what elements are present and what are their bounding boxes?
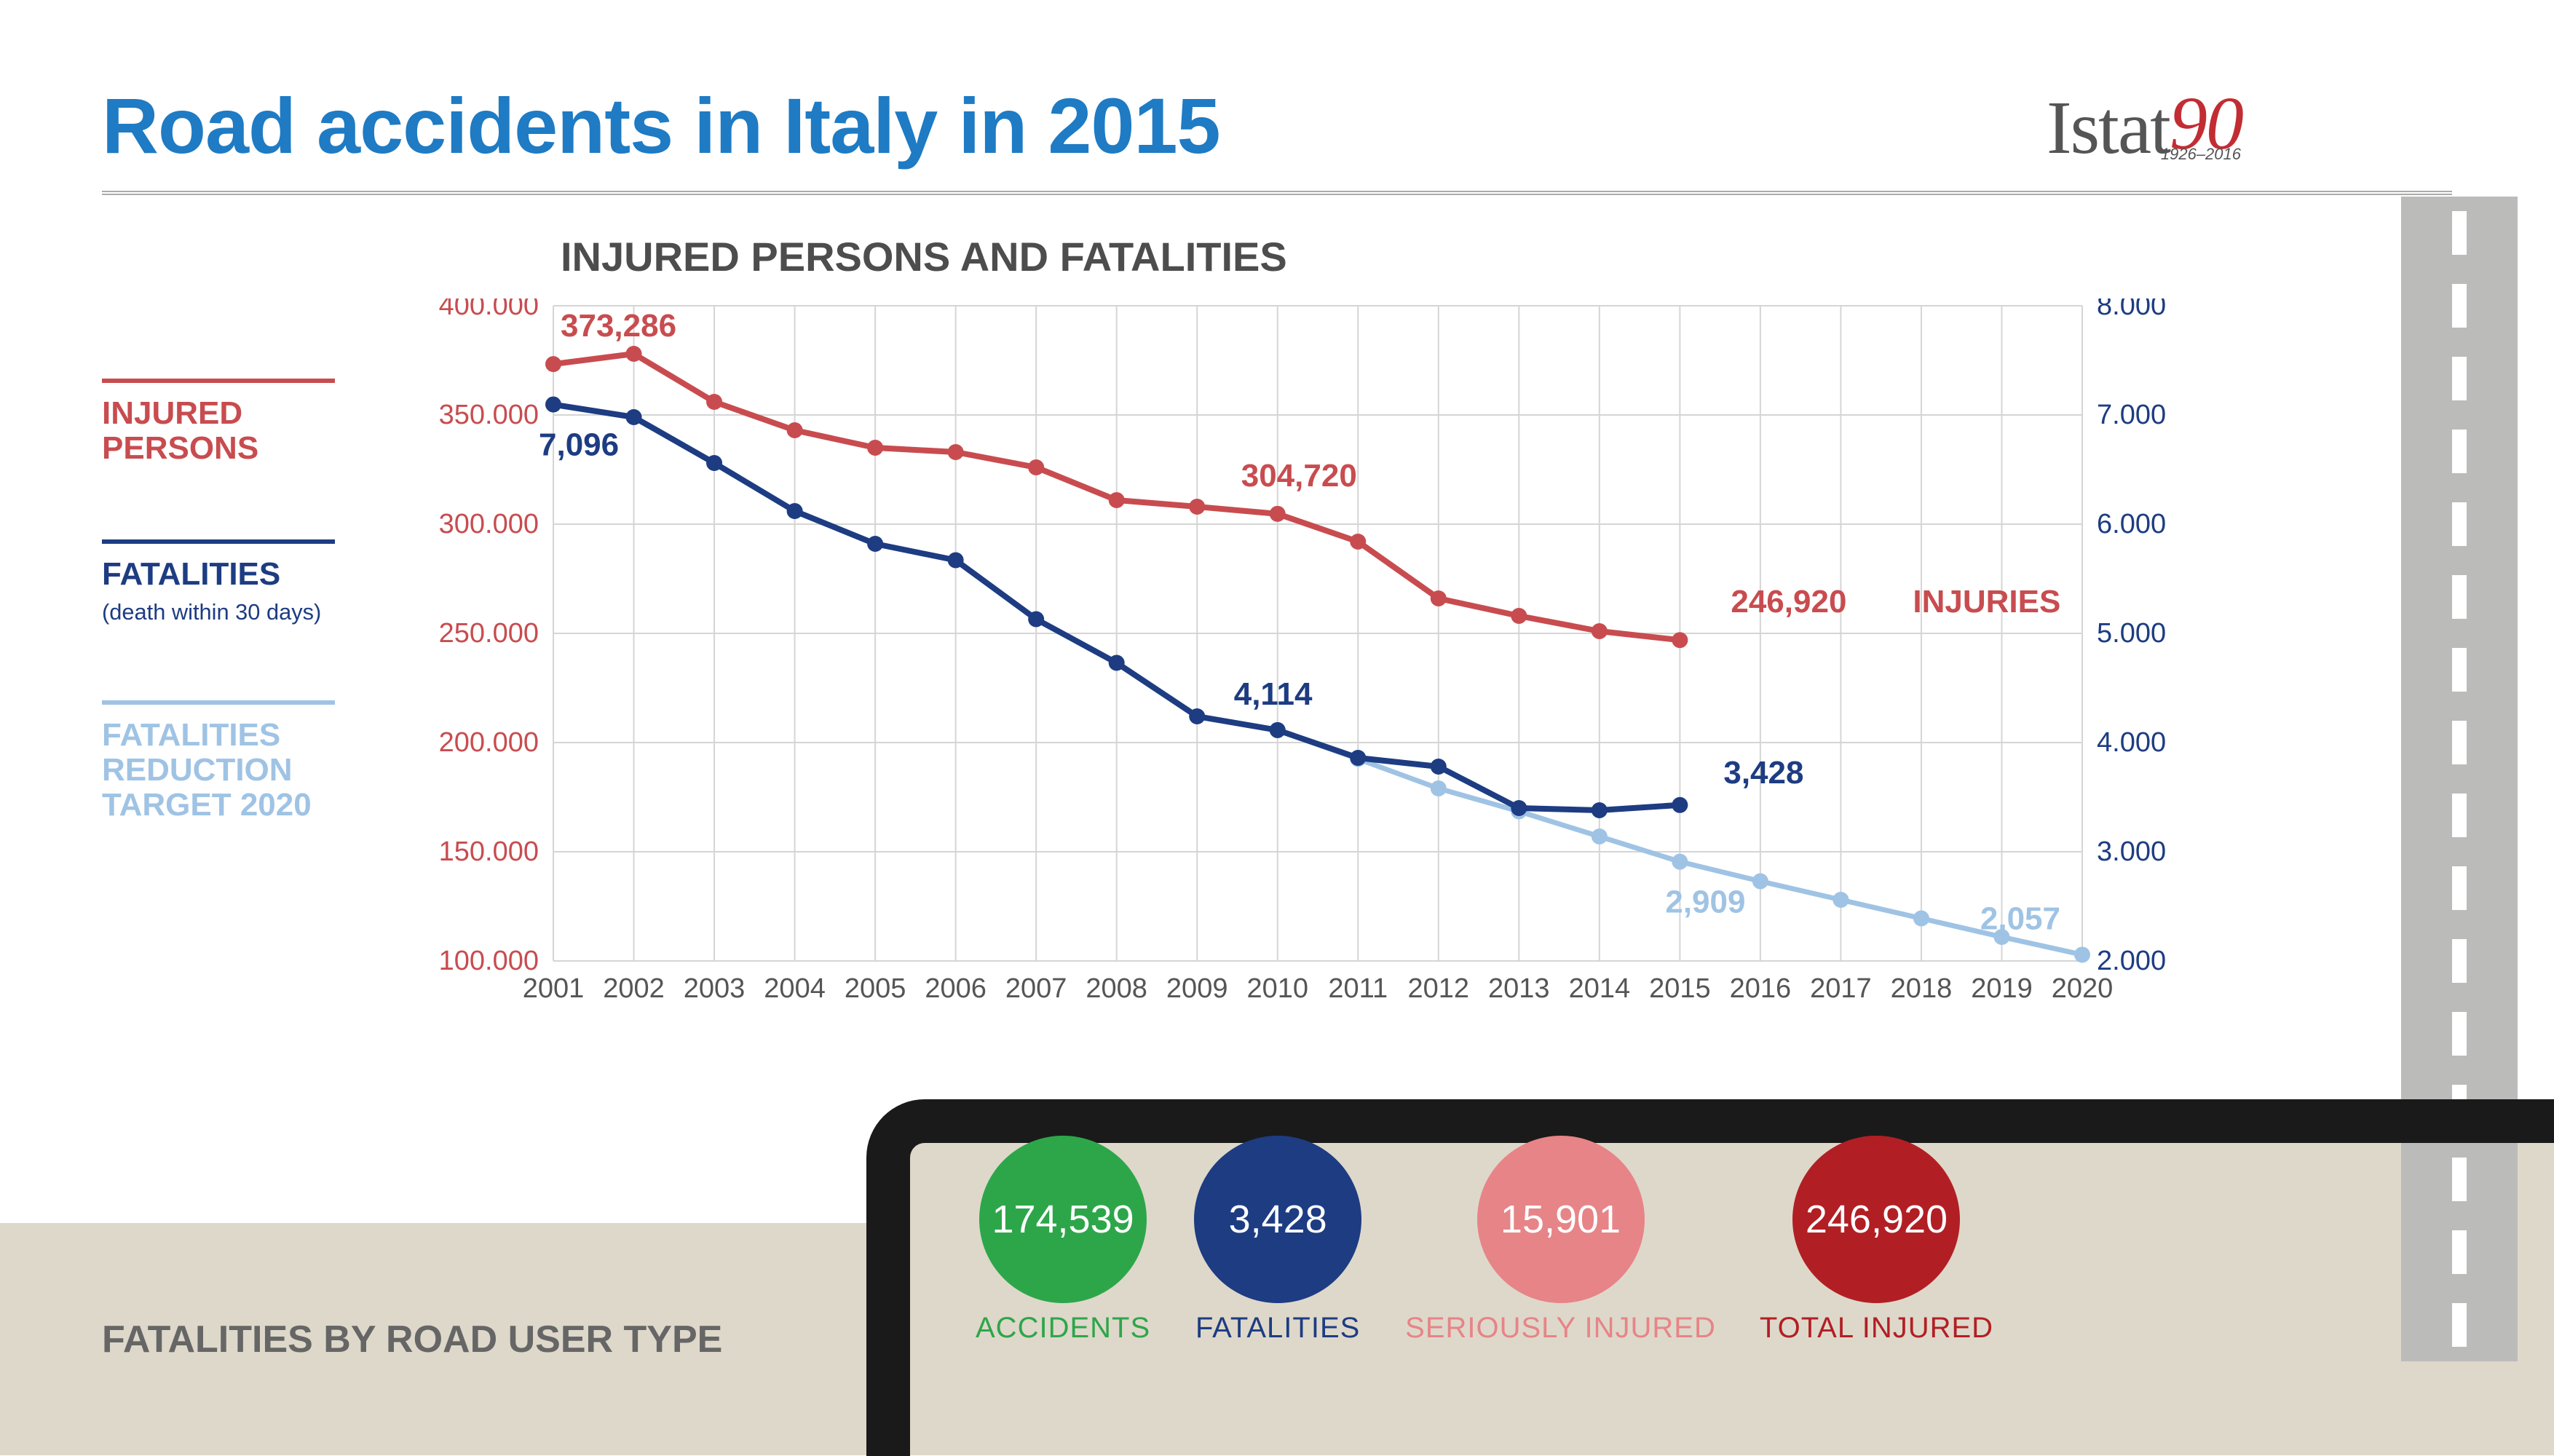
legend-swatch [102, 379, 335, 383]
logo-sub: 1926–2016 [2161, 145, 2241, 164]
svg-text:2008: 2008 [1086, 973, 1147, 1004]
svg-text:2007: 2007 [1005, 973, 1067, 1004]
svg-text:4,114: 4,114 [1234, 676, 1313, 712]
svg-text:2017: 2017 [1810, 973, 1872, 1004]
stats-row: 174,539 ACCIDENTS 3,428 FATALITIES 15,901 SER… [976, 1136, 2548, 1345]
title-row: Road accidents in Italy in 2015 Istat90 … [102, 80, 2454, 171]
svg-text:400.000: 400.000 [439, 298, 539, 321]
svg-text:100.000: 100.000 [439, 946, 539, 976]
logo-text: Istat [2047, 86, 2170, 170]
stat-item: 174,539 ACCIDENTS [976, 1136, 1150, 1345]
svg-text:304,720: 304,720 [1241, 458, 1357, 494]
svg-text:2002: 2002 [603, 973, 665, 1004]
svg-text:3,428: 3,428 [1723, 755, 1803, 791]
svg-text:350.000: 350.000 [439, 400, 539, 430]
svg-text:300.000: 300.000 [439, 509, 539, 539]
svg-text:6.000: 6.000 [2097, 509, 2166, 539]
svg-text:200.000: 200.000 [439, 727, 539, 758]
svg-text:150.000: 150.000 [439, 836, 539, 867]
legend-swatch [102, 539, 335, 544]
svg-text:7,096: 7,096 [539, 427, 619, 463]
svg-text:3.000: 3.000 [2097, 836, 2166, 867]
svg-text:4.000: 4.000 [2097, 727, 2166, 758]
stat-circle: 246,920 [1792, 1136, 1960, 1303]
svg-text:250.000: 250.000 [439, 618, 539, 649]
legend-item: INJUREDPERSONS [102, 396, 357, 467]
stat-label: ACCIDENTS [976, 1312, 1150, 1345]
svg-text:5.000: 5.000 [2097, 618, 2166, 649]
svg-text:246,920: 246,920 [1731, 584, 1846, 620]
line-chart: 100.000 2.000 150.000 3.000 200.000 4.000 250.… [408, 298, 2228, 1041]
svg-text:2,057: 2,057 [1980, 901, 2060, 936]
page-title: Road accidents in Italy in 2015 [102, 80, 1220, 171]
svg-text:2011: 2011 [1328, 973, 1388, 1004]
svg-text:8.000: 8.000 [2097, 298, 2166, 321]
stat-item: 246,920 TOTAL INJURED [1760, 1136, 1993, 1345]
svg-text:2015: 2015 [1649, 973, 1711, 1004]
svg-text:2,909: 2,909 [1665, 885, 1745, 920]
stat-label: FATALITIES [1195, 1312, 1360, 1345]
title-underline [102, 191, 2452, 195]
svg-text:2005: 2005 [845, 973, 906, 1004]
svg-text:2018: 2018 [1891, 973, 1953, 1004]
stat-label: TOTAL INJURED [1760, 1312, 1993, 1345]
stat-circle: 174,539 [979, 1136, 1147, 1303]
svg-text:2012: 2012 [1408, 973, 1470, 1004]
svg-text:2013: 2013 [1488, 973, 1550, 1004]
svg-text:2.000: 2.000 [2097, 946, 2166, 976]
line-chart-svg: 100.000 2.000 150.000 3.000 200.000 4.000 250.… [408, 298, 2228, 1041]
stat-item: 3,428 FATALITIES [1194, 1136, 1361, 1345]
svg-text:2006: 2006 [925, 973, 987, 1004]
logo-istat: Istat90 1926–2016 [2047, 84, 2242, 171]
legend-item: FATALITIES REDUCTIONTARGET 2020 [102, 718, 357, 823]
stat-circle: 15,901 [1477, 1136, 1645, 1303]
stat-circle: 3,428 [1194, 1136, 1361, 1303]
svg-text:2020: 2020 [2052, 973, 2114, 1004]
svg-text:2010: 2010 [1246, 973, 1308, 1004]
legend-swatch [102, 700, 335, 705]
stat-item: 15,901 SERIOUSLY INJURED [1405, 1136, 1716, 1345]
svg-text:7.000: 7.000 [2097, 400, 2166, 430]
svg-text:2001: 2001 [523, 973, 585, 1004]
fatalities-by-type-label: FATALITIES BY ROAD USER TYPE [102, 1318, 722, 1361]
svg-text:2016: 2016 [1730, 973, 1792, 1004]
svg-text:INJURIES: INJURIES [1913, 584, 2060, 620]
svg-text:2003: 2003 [684, 973, 746, 1004]
svg-text:2014: 2014 [1569, 973, 1631, 1004]
legend: INJUREDPERSONS FATALITIES(death within 30… [102, 379, 357, 896]
chart-title: INJURED PERSONS AND FATALITIES [561, 233, 1287, 280]
stat-label: SERIOUSLY INJURED [1405, 1312, 1716, 1345]
svg-text:2009: 2009 [1166, 973, 1228, 1004]
svg-text:2019: 2019 [1971, 973, 2033, 1004]
svg-text:373,286: 373,286 [561, 308, 676, 344]
legend-item: FATALITIES(death within 30 days) [102, 557, 357, 628]
svg-text:2004: 2004 [764, 973, 826, 1004]
